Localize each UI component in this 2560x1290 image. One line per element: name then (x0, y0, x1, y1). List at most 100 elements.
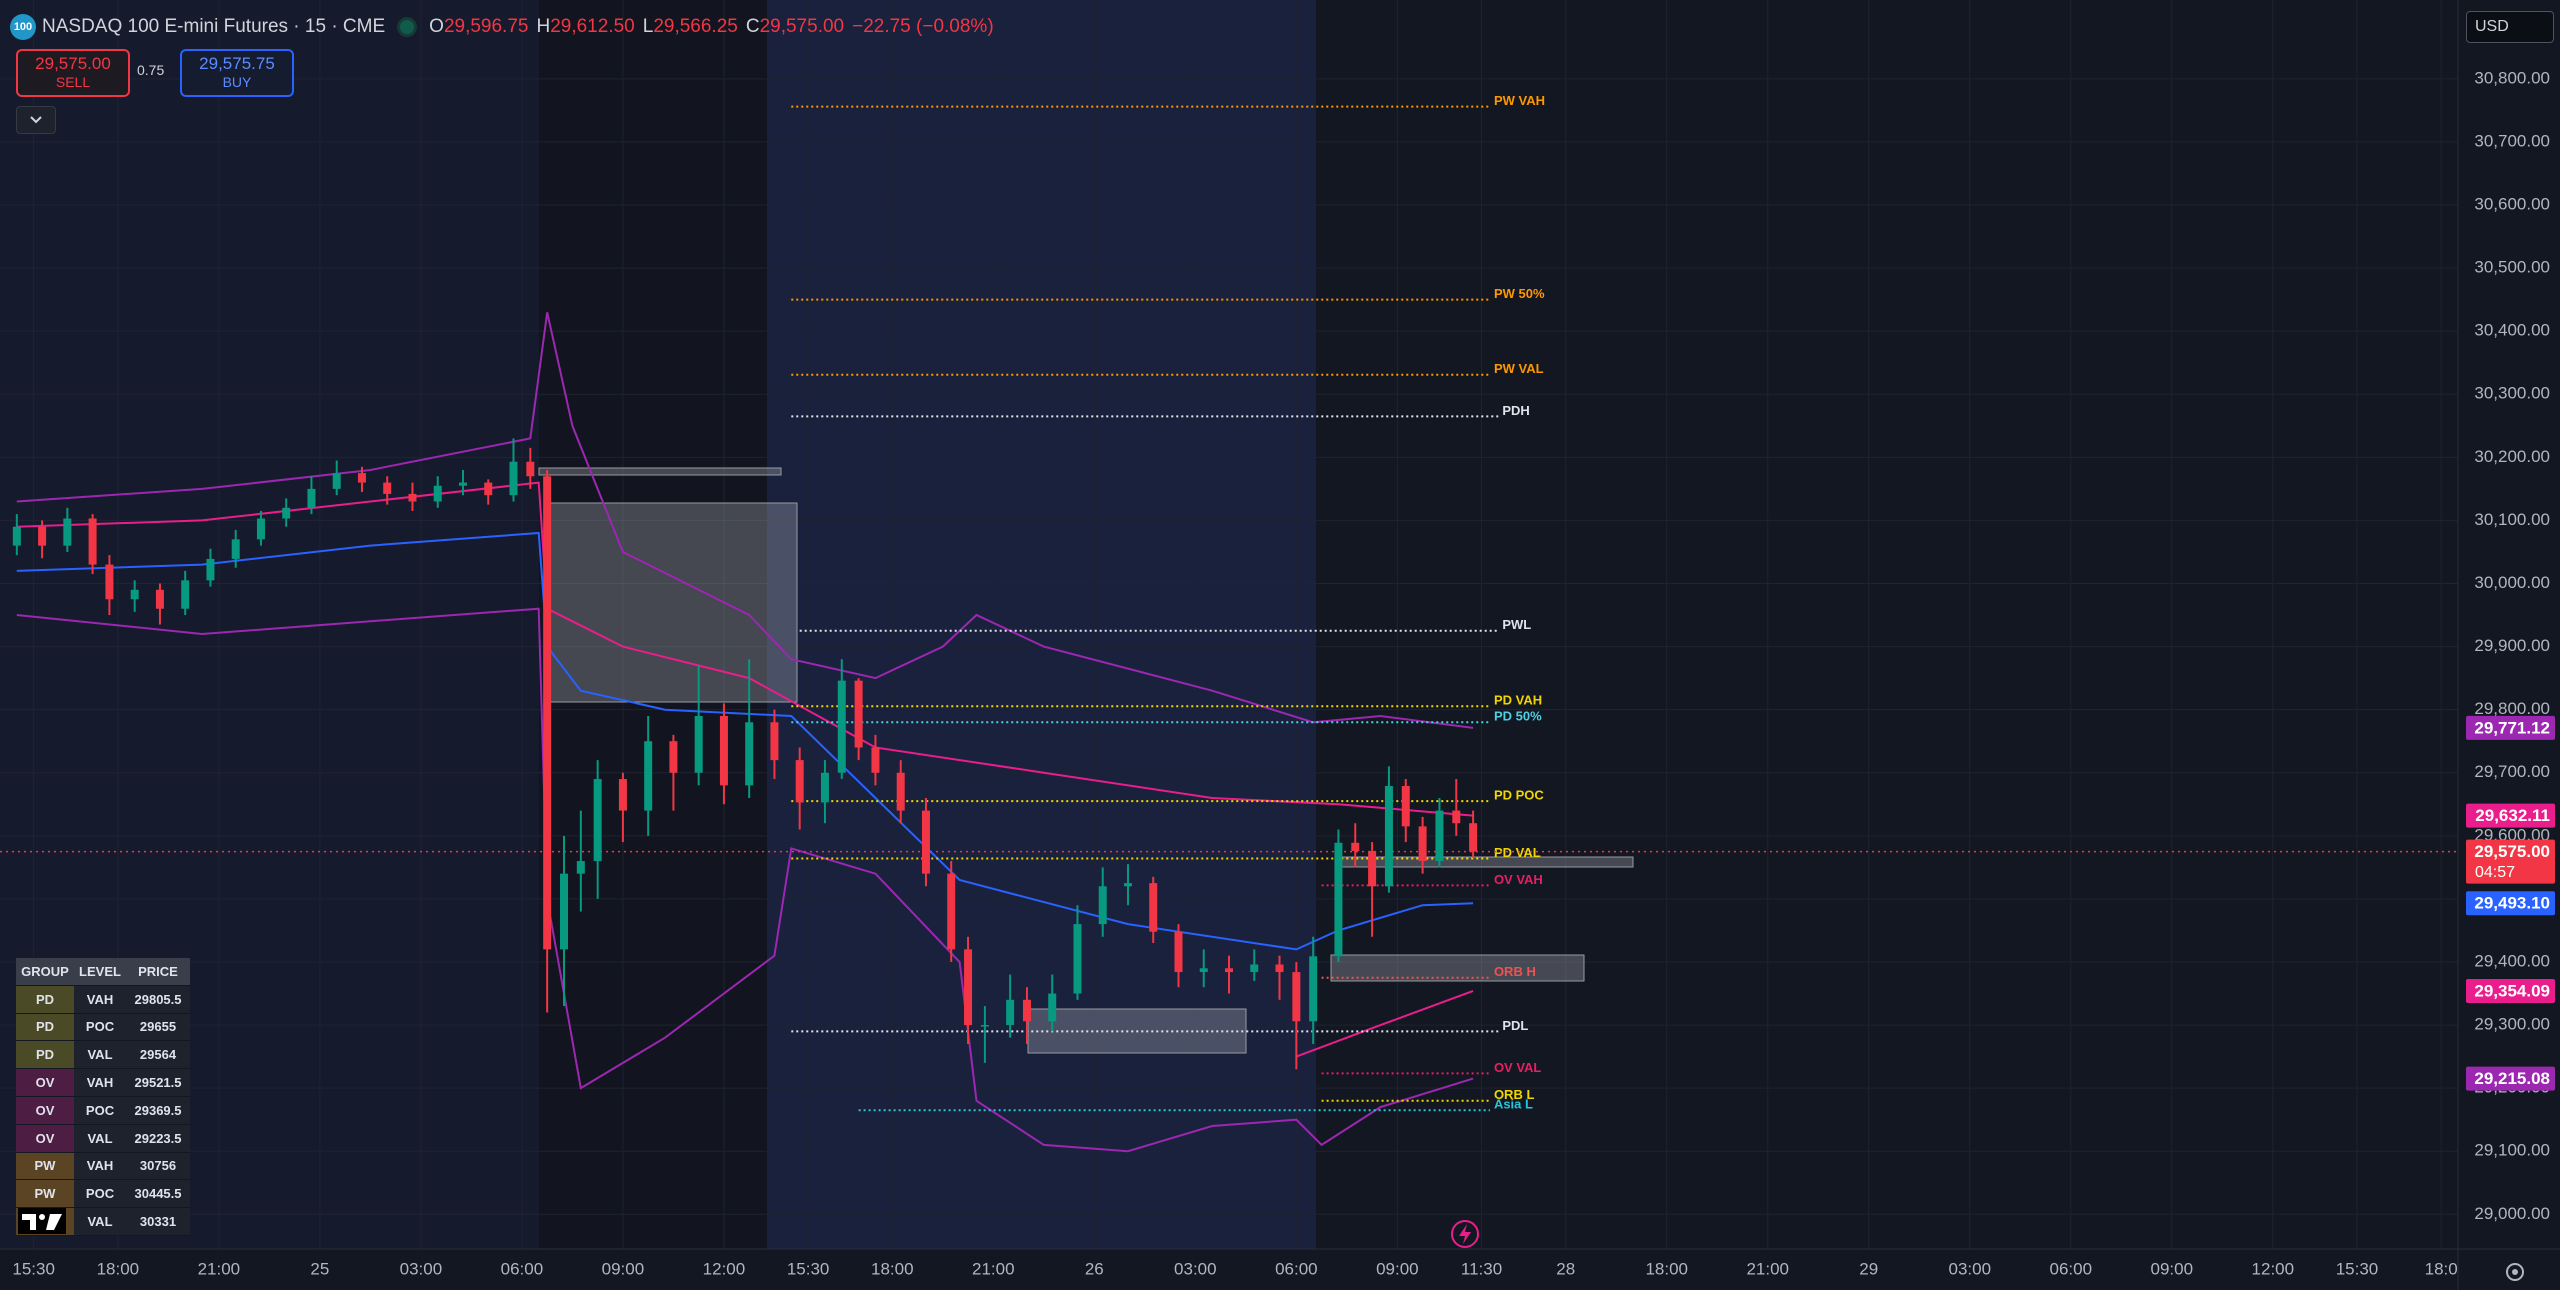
buy-label[interactable]: BUY (222, 74, 252, 90)
market-status (397, 17, 418, 37)
currency-select[interactable]: USD (2466, 11, 2554, 43)
candles (12, 438, 1478, 1070)
logo-part (46, 1214, 62, 1230)
candle-body (1098, 886, 1107, 925)
y-tick-label: 29,300.00 (2474, 1015, 2550, 1034)
group-cell: OV (16, 1069, 74, 1097)
lightning-circle[interactable] (1451, 1220, 1479, 1248)
buy-price[interactable]: 29,575.75 (199, 54, 275, 73)
candle-body (357, 473, 366, 483)
table-cell: POC (74, 1097, 126, 1125)
candle-body (1309, 956, 1318, 1022)
lightning-icon[interactable] (1459, 1224, 1471, 1244)
x-tick-label: 11:30 (1461, 1259, 1502, 1278)
sell-price[interactable]: 29,575.00 (35, 54, 111, 73)
table-cell: 30756 (126, 1153, 190, 1181)
candle-body (484, 482, 493, 496)
level-label: PD POC (1494, 788, 1544, 803)
x-tick-label: 06:00 (501, 1259, 544, 1278)
table-cell: POC (74, 1180, 126, 1209)
buy-button[interactable]: 29,575.75 BUY (180, 49, 294, 97)
candle-body (1384, 785, 1393, 887)
candle-body (256, 518, 265, 540)
y-tick-label: 30,500.00 (2474, 258, 2550, 277)
candle-body (1334, 842, 1343, 957)
x-tick-label: 09:00 (2151, 1259, 2194, 1278)
level-label: PD 50% (1494, 709, 1542, 724)
sell-button[interactable]: 29,575.00 SELL (16, 49, 130, 97)
table-cell: 30331 (126, 1208, 190, 1236)
candle-body (383, 482, 392, 494)
candle-body (1368, 850, 1377, 887)
candle-body (770, 722, 779, 761)
y-tick-label: 30,200.00 (2474, 447, 2550, 466)
table-cell: 29655 (126, 1014, 190, 1042)
candle-body (1022, 999, 1031, 1022)
candle-body (896, 772, 905, 811)
settings-button[interactable] (2506, 1263, 2524, 1281)
chevron[interactable] (17, 107, 55, 133)
table-cell: VAL (74, 1125, 126, 1153)
indicator-line (1295, 989, 1474, 1058)
candle-body (947, 873, 956, 950)
collapse-button[interactable] (16, 106, 56, 134)
price-badge (2466, 803, 2555, 828)
candle-body (559, 873, 568, 950)
price-badge (2466, 715, 2555, 740)
gear-center[interactable] (2512, 1269, 2518, 1275)
candle-body (980, 1025, 989, 1027)
levels-table: GROUP LEVEL PRICE PD VAH 29805.5 PD POC 29655 PD V… (16, 958, 190, 1236)
column-header: GROUP (16, 958, 74, 986)
y-tick-label: 29,600.00 (2474, 825, 2550, 844)
candle-body (745, 722, 754, 786)
gear-icon[interactable] (2506, 1263, 2524, 1281)
gap-zone (538, 467, 782, 476)
table-cell: VAH (74, 1069, 126, 1097)
currency-label[interactable]: USD (2475, 18, 2509, 35)
candle-body (837, 680, 846, 773)
y-tick-label: 30,300.00 (2474, 384, 2550, 403)
table-row: OV VAL 29223.5 (16, 1124, 190, 1153)
group-cell: PD (16, 1041, 74, 1070)
x-tick-label: 03:00 (1174, 1259, 1217, 1278)
session-backgrounds (0, 0, 1316, 1249)
table-cell: VAH (74, 1153, 126, 1181)
candle-body (543, 476, 552, 950)
gap-zone (543, 502, 798, 703)
ohlc-label: H (536, 16, 551, 37)
candle-body (509, 461, 518, 496)
x-tick-label: 21:00 (1746, 1259, 1789, 1278)
table-cell: VAH (74, 986, 126, 1014)
candle-body (458, 482, 467, 486)
candle-body (181, 580, 190, 609)
candle-body (63, 518, 72, 546)
session-bg (767, 0, 1316, 1249)
x-tick-label: 29 (1859, 1259, 1878, 1278)
lightning-button[interactable] (1451, 1220, 1479, 1248)
candle-body (795, 760, 804, 803)
level-label: Asia L (1494, 1097, 1533, 1112)
logo-part (22, 1214, 36, 1230)
candle-body (155, 589, 164, 609)
time-axis-bg (0, 1249, 2560, 1290)
candle-body (1292, 972, 1301, 1022)
table-row: OV VAH 29521.5 (16, 1069, 190, 1097)
symbol-title[interactable]: NASDAQ 100 E-mini Futures · 15 · CME (42, 16, 386, 37)
group-cell: OV (16, 1096, 74, 1125)
group-cell: PD (16, 985, 74, 1014)
candle-body (282, 507, 291, 519)
symbol-header: 100 NASDAQ 100 E-mini Futures · 15 · CME… (10, 12, 1002, 42)
level-label: PW 50% (1494, 286, 1545, 301)
spread: 0.75 (137, 62, 165, 78)
level-label: PD VAH (1494, 693, 1542, 708)
y-tick-label: 30,400.00 (2474, 321, 2550, 340)
table-header: GROUP LEVEL PRICE (16, 958, 190, 986)
candle-body (408, 493, 417, 502)
candle-body (576, 861, 585, 874)
candle-body (1225, 968, 1233, 973)
sell-label[interactable]: SELL (55, 74, 91, 90)
y-tick-label: 29,000.00 (2474, 1204, 2550, 1223)
price-change: −22.75 (−0.08%) (852, 16, 994, 37)
